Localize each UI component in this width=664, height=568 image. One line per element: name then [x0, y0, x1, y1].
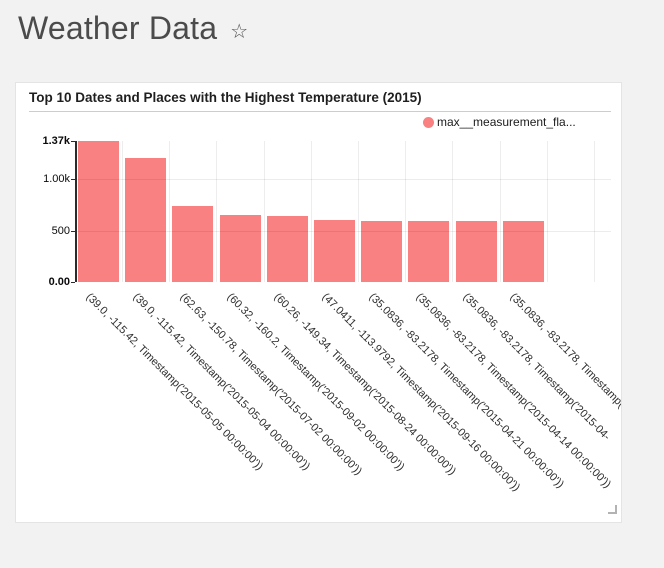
- bar[interactable]: [78, 141, 119, 282]
- bar[interactable]: [314, 220, 355, 282]
- page-title: Weather Data: [18, 10, 218, 46]
- chart-card: Top 10 Dates and Places with the Highest…: [15, 82, 622, 523]
- y-axis-tick-mark: [71, 230, 75, 232]
- y-axis-tick-mark: [71, 282, 75, 283]
- vertical-gridline: [452, 141, 454, 282]
- x-axis-tick-label: (60.32, -160.2, Timestamp('2015-09-02 00…: [224, 291, 407, 474]
- y-axis-tick-label: 1.37k: [42, 135, 70, 147]
- vertical-gridline: [216, 141, 218, 282]
- bar[interactable]: [219, 215, 261, 282]
- bar[interactable]: [408, 221, 450, 282]
- horizontal-gridline: [76, 230, 611, 232]
- y-axis-tick-mark: [71, 141, 75, 142]
- y-axis-tick-mark: [71, 179, 75, 181]
- y-axis-line: [75, 141, 77, 282]
- x-axis-tick-label: (39.0, -115.42, Timestamp('2015-05-04 00…: [130, 291, 312, 473]
- vertical-gridline: [405, 141, 407, 282]
- bar[interactable]: [455, 221, 497, 282]
- y-axis-tick-label: 0.00: [48, 276, 70, 288]
- chart-legend[interactable]: max__measurement_fla...: [423, 115, 576, 129]
- bar[interactable]: [502, 221, 544, 282]
- y-axis-tick-label: 500: [51, 224, 70, 237]
- favorite-star-icon[interactable]: ☆: [230, 21, 249, 43]
- chart-title: Top 10 Dates and Places with the Highest…: [29, 90, 422, 105]
- vertical-gridline: [310, 141, 312, 282]
- vertical-gridline: [169, 141, 171, 282]
- x-axis-tick-label: (62.63, -150.78, Timestamp('2015-07-02 0…: [177, 291, 364, 478]
- legend-label: max__measurement_fla...: [437, 115, 576, 129]
- bar-chart-plot: 0.00 500 1.00k 1.37k (39.0, -115.42, Timesta…: [16, 83, 621, 522]
- title-divider: [29, 111, 611, 112]
- resize-handle-icon[interactable]: [608, 505, 617, 514]
- legend-color-dot: [423, 116, 434, 128]
- vertical-gridline: [499, 141, 501, 282]
- bar[interactable]: [266, 216, 308, 282]
- x-axis-tick-label: (60.26, -149.34, Timestamp('2015-08-24 0…: [271, 291, 459, 478]
- vertical-gridline: [358, 141, 359, 282]
- horizontal-gridline: [76, 179, 611, 181]
- vertical-gridline: [122, 141, 123, 282]
- x-axis-tick-label: (39.0, -115.42, Timestamp('2015-05-05 00…: [83, 291, 265, 473]
- bar[interactable]: [361, 221, 403, 282]
- vertical-gridline: [594, 141, 595, 282]
- bar[interactable]: [125, 158, 167, 282]
- bar[interactable]: [172, 206, 214, 282]
- vertical-gridline: [263, 141, 265, 282]
- page-header: Weather Data ☆: [18, 10, 248, 47]
- vertical-gridline: [546, 141, 548, 282]
- y-axis-tick-label: 1.00k: [43, 173, 70, 186]
